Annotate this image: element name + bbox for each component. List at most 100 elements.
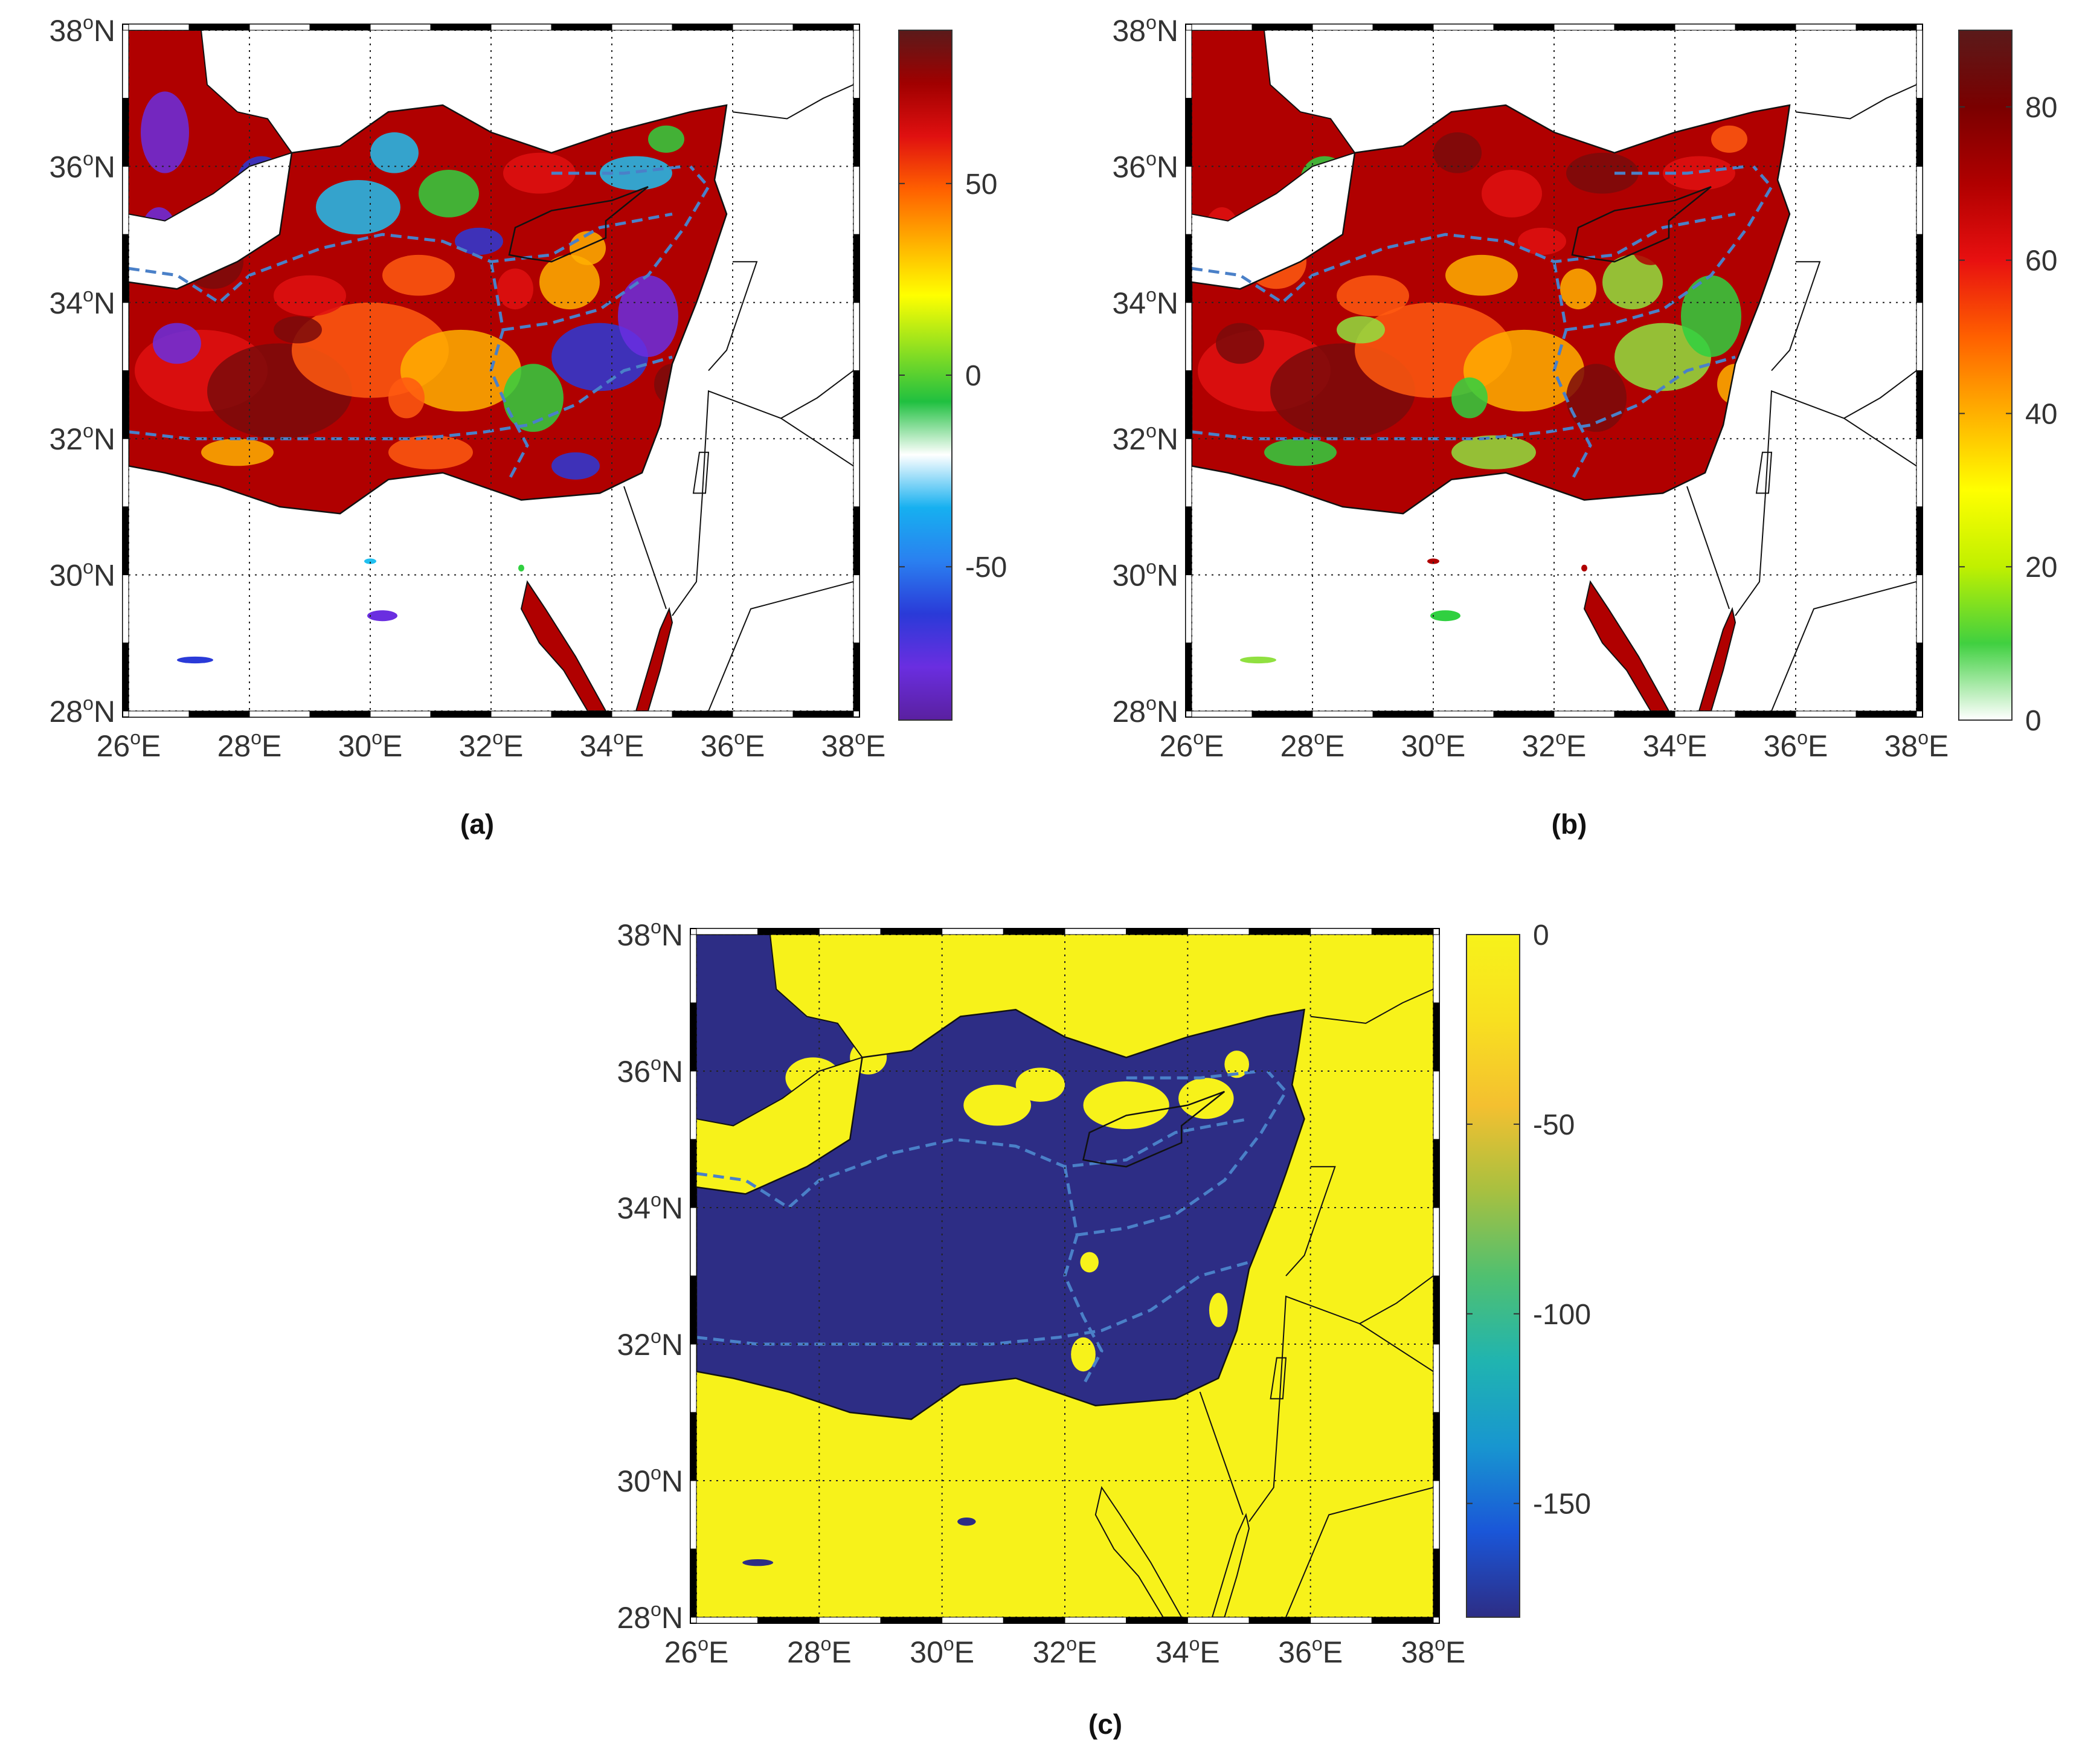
eez-line	[1063, 1166, 1104, 1386]
graticule	[696, 935, 1433, 1617]
field-cell	[497, 268, 533, 310]
coastline-aegean	[696, 935, 864, 1127]
lat-tick-label: 28oN	[49, 692, 115, 729]
frame-seg	[732, 710, 794, 718]
frame-seg	[690, 1480, 697, 1550]
frame-seg	[696, 1617, 759, 1624]
border-line	[1310, 988, 1433, 1024]
lon-tick-label: 32oE	[459, 727, 524, 763]
frame-seg	[1735, 24, 1796, 31]
frame-seg	[853, 30, 860, 99]
colorbar-tick-label: 0	[1533, 919, 1549, 951]
inland-patch	[742, 1559, 774, 1566]
colorbar-ramp	[1958, 30, 2013, 721]
field-cell	[1433, 132, 1482, 173]
gulf-aqaba	[1698, 607, 1736, 711]
field-cell	[382, 254, 455, 296]
border-line	[732, 84, 853, 120]
frame-seg	[690, 1139, 697, 1208]
frame-seg	[818, 1617, 881, 1624]
frame-seg	[1372, 710, 1434, 718]
colorbar-tick-label: 80	[2025, 92, 2057, 124]
field-cell	[648, 125, 684, 153]
field-cell	[1216, 323, 1264, 364]
lat-tick-label: 34oN	[617, 1189, 683, 1225]
lon-tick-label: 34oE	[1155, 1633, 1220, 1669]
field-cell	[274, 316, 322, 344]
border-line	[1735, 390, 1916, 616]
inland-speck	[364, 558, 376, 564]
field-cell	[1518, 227, 1566, 255]
frame-seg	[1916, 438, 1923, 507]
frame-seg	[1614, 710, 1675, 718]
frame-seg	[1310, 1617, 1372, 1624]
frame-seg	[122, 438, 129, 507]
border-line	[623, 486, 667, 610]
field-cell	[1451, 435, 1536, 469]
field-cell	[1337, 275, 1409, 317]
lon-tick-label: 32oE	[1522, 727, 1587, 763]
frame-seg	[853, 234, 860, 303]
frame-seg	[1185, 370, 1192, 439]
frame-seg	[1916, 166, 1923, 235]
lat-tick-label: 38oN	[49, 11, 115, 48]
frame-seg	[853, 642, 860, 712]
axis-labels: 26oE 28oE 30oE 32oE 34oE 36oE 38oE 38oN 36oN 34oN…	[49, 11, 885, 763]
frame-seg	[853, 166, 860, 235]
eez-line	[1566, 165, 1774, 332]
frame-seg	[690, 1412, 697, 1481]
frame-seg	[690, 1548, 697, 1618]
sea-field	[696, 935, 1305, 1420]
frame-seg	[853, 370, 860, 439]
map-area	[129, 30, 853, 711]
eez-boundaries	[696, 1069, 1288, 1386]
frame-seg	[1433, 1412, 1440, 1481]
frame-seg	[1433, 710, 1494, 718]
border-line	[1248, 1295, 1433, 1522]
lat-tick-label: 30oN	[1112, 556, 1178, 593]
lat-tick-label: 28oN	[1112, 692, 1178, 729]
frame-seg	[1433, 1139, 1440, 1208]
frame-seg	[122, 98, 129, 167]
frame-seg	[1433, 1002, 1440, 1072]
frame-seg	[551, 710, 612, 718]
frame-seg	[128, 24, 190, 31]
field-cell	[1204, 91, 1252, 173]
lat-tick-label: 32oN	[1112, 420, 1178, 456]
frame-seg	[309, 24, 371, 31]
eez-boundaries	[1192, 164, 1774, 480]
eez-line	[1192, 212, 1736, 304]
frame-seg	[1433, 1548, 1440, 1618]
frame-seg	[249, 710, 310, 718]
border-line	[1686, 486, 1730, 610]
frame-seg	[490, 24, 552, 31]
field-cell	[1451, 377, 1488, 419]
frame-seg	[1433, 934, 1440, 1003]
frame-seg	[1185, 506, 1192, 576]
frame-seg	[1916, 370, 1923, 439]
lon-tick-label: 34oE	[580, 727, 644, 763]
border-line	[1771, 261, 1821, 372]
frame-seg	[757, 1617, 820, 1624]
colorbar: 50 0 -50	[898, 30, 1007, 721]
frame-seg	[1433, 24, 1494, 31]
frame-seg	[1795, 24, 1857, 31]
frame-seg	[1312, 710, 1373, 718]
lat-tick-label: 38oN	[617, 916, 683, 952]
panel-caption: (b)	[1552, 808, 1587, 840]
frame-seg	[122, 506, 129, 576]
frame-seg	[309, 710, 371, 718]
frame-seg	[1735, 710, 1796, 718]
frame-seg	[757, 928, 820, 935]
inland-speck	[518, 564, 524, 571]
frame-seg	[853, 506, 860, 576]
frame-seg	[1433, 1275, 1440, 1345]
frame-seg	[1371, 928, 1434, 935]
eez-line	[489, 261, 529, 480]
positive-patch	[1071, 1337, 1096, 1372]
inland-speck	[1581, 564, 1587, 571]
lon-tick-label: 28oE	[1280, 727, 1345, 763]
frame-seg	[1185, 30, 1192, 99]
colorbar-tick-label: 40	[2025, 398, 2057, 430]
frame-seg	[430, 710, 492, 718]
